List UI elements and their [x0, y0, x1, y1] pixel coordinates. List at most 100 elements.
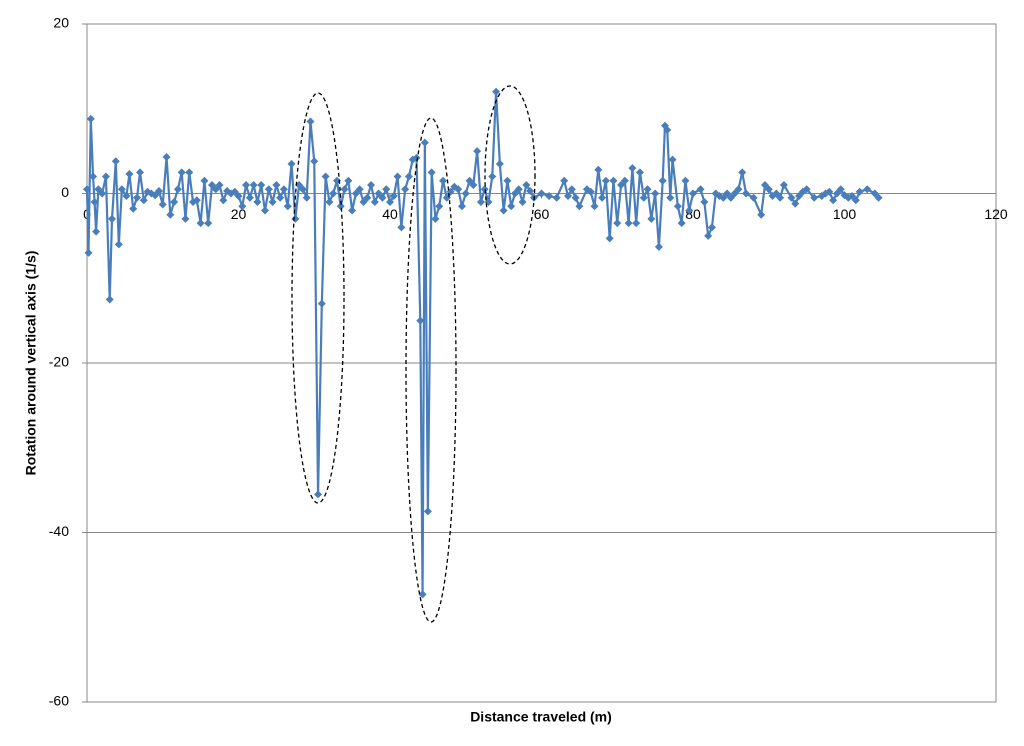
data-point [279, 185, 288, 194]
x-tick-label: 100 [833, 206, 857, 222]
data-point [598, 193, 607, 202]
data-point [514, 185, 523, 194]
data-point [166, 210, 175, 219]
data-point [431, 214, 440, 223]
data-point [760, 181, 769, 190]
data-point [215, 181, 224, 190]
data-point [173, 185, 182, 194]
data-point [151, 191, 160, 200]
data-point [510, 189, 519, 198]
data-point [469, 181, 478, 190]
data-point [590, 202, 599, 211]
data-point [704, 231, 713, 240]
data-point [454, 185, 463, 194]
data-point [643, 185, 652, 194]
data-point [668, 155, 677, 164]
data-point [734, 185, 743, 194]
y-tick-label: -40 [49, 523, 69, 539]
data-point [329, 189, 338, 198]
data-point [689, 189, 697, 198]
data-point [832, 189, 841, 198]
data-point [418, 590, 427, 599]
data-point [359, 197, 368, 206]
data-point [545, 192, 554, 201]
data-point [107, 214, 116, 223]
data-point [367, 181, 376, 190]
data-point [681, 176, 690, 185]
data-point [560, 176, 569, 185]
data-point [624, 219, 633, 228]
data-point [586, 187, 595, 196]
data-point [848, 192, 857, 201]
data-point [522, 181, 531, 190]
data-point [94, 185, 103, 194]
data-point [499, 206, 508, 215]
x-tick-label: 120 [984, 206, 1008, 222]
data-point [249, 181, 258, 190]
ticks: 200-20-40-600 20 40 60 80 100 120 [49, 15, 1008, 709]
x-tick-label: 20 [231, 206, 247, 222]
highlight-ellipse [405, 117, 457, 623]
data-point [298, 185, 307, 194]
data-point [787, 193, 796, 202]
data-point [351, 189, 360, 198]
data-point [666, 193, 675, 202]
data-point [726, 193, 735, 202]
highlight-ellipse [291, 92, 345, 504]
data-point [416, 316, 425, 325]
data-point [276, 193, 285, 202]
data-point [84, 248, 93, 257]
data-point [764, 185, 773, 194]
data-point [139, 196, 148, 205]
data-point [200, 176, 209, 185]
data-point [129, 204, 138, 213]
data-point [196, 219, 205, 228]
data-point [738, 168, 747, 177]
data-point [594, 165, 603, 174]
data-point [89, 172, 98, 181]
data-point [795, 192, 804, 201]
series-line [85, 90, 880, 596]
data-point [204, 219, 213, 228]
data-point [344, 176, 353, 185]
data-point [435, 202, 444, 211]
data-point [730, 189, 739, 198]
data-point [802, 185, 811, 194]
data-point [825, 187, 834, 196]
data-point [791, 199, 800, 208]
data-point [632, 219, 641, 228]
data-point [552, 193, 561, 202]
data-point [378, 193, 387, 202]
data-point [261, 206, 270, 215]
data-point [757, 210, 766, 219]
data-point [192, 196, 201, 205]
data-point [749, 193, 758, 202]
data-point [571, 193, 580, 202]
data-point [836, 185, 845, 194]
data-point [83, 185, 91, 194]
y-tick-label: 0 [61, 184, 69, 200]
data-point [404, 172, 413, 181]
data-point [117, 185, 126, 194]
data-point [181, 214, 190, 223]
data-point [601, 176, 610, 185]
data-point [564, 192, 573, 201]
data-point [492, 87, 501, 96]
data-point [101, 172, 110, 181]
data-point [314, 490, 323, 499]
data-point [663, 125, 672, 134]
data-point [370, 197, 379, 206]
data-point [253, 197, 262, 206]
data-point [162, 153, 171, 162]
data-point [639, 193, 648, 202]
data-point [401, 185, 410, 194]
data-point [287, 159, 296, 168]
data-point [427, 168, 436, 177]
data-point [776, 193, 785, 202]
data-point [336, 202, 345, 211]
data-point [651, 189, 660, 198]
data-point [461, 189, 470, 198]
data-point [105, 295, 114, 304]
data-point [185, 168, 194, 177]
